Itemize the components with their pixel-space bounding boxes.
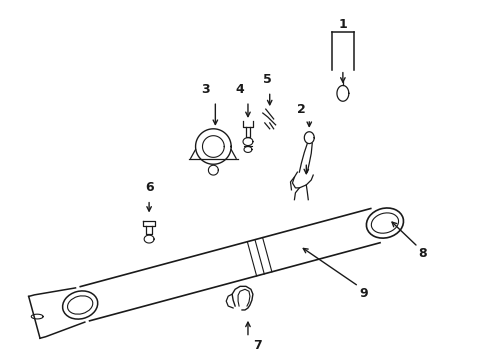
Text: 2: 2 bbox=[297, 103, 306, 116]
Text: 5: 5 bbox=[263, 73, 272, 86]
Text: 8: 8 bbox=[418, 247, 427, 260]
Text: 7: 7 bbox=[253, 339, 262, 352]
Text: 1: 1 bbox=[339, 18, 347, 31]
Text: 9: 9 bbox=[359, 287, 368, 300]
Text: 4: 4 bbox=[236, 83, 245, 96]
Text: 6: 6 bbox=[145, 181, 153, 194]
Text: 3: 3 bbox=[201, 83, 210, 96]
